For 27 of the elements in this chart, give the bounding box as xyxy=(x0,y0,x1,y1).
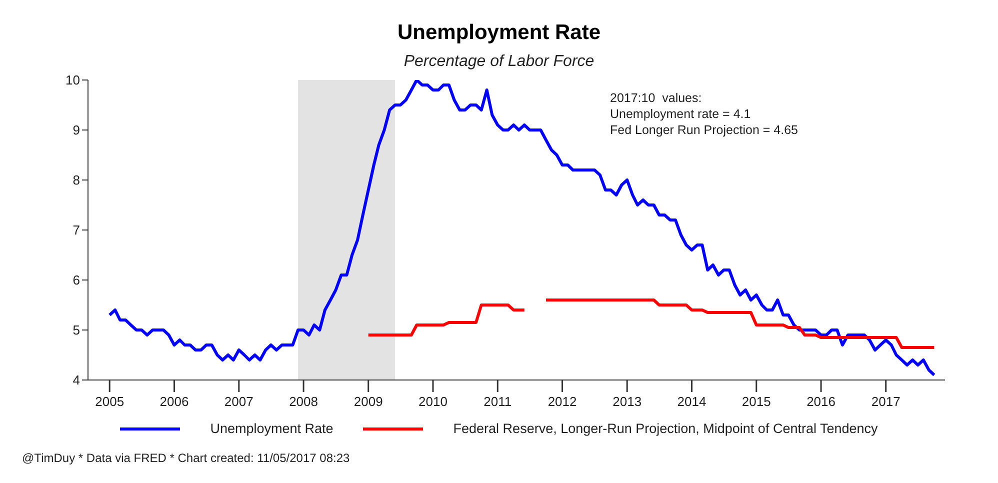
x-tick-label: 2011 xyxy=(484,394,512,409)
x-tick-label: 2010 xyxy=(418,394,448,409)
x-tick-label: 2016 xyxy=(806,394,836,409)
y-tick-label: 5 xyxy=(72,322,80,338)
y-tick-label: 4 xyxy=(72,372,80,388)
y-tick-label: 6 xyxy=(72,272,80,288)
legend-label: Unemployment Rate xyxy=(210,421,334,436)
text: @TimDuy * Data via FRED * Chart created: 11/05/2017 08:23 xyxy=(22,451,350,465)
x-tick-label: 2012 xyxy=(548,394,577,409)
y-tick-label: 7 xyxy=(72,222,80,238)
chart-subtitle: Percentage of Labor Force xyxy=(402,53,596,71)
y-tick-label: 10 xyxy=(66,72,80,88)
legend-label: Federal Reserve, Longer-Run Projection, Midpoint of Central Tendency xyxy=(453,421,878,436)
x-tick-label: 2015 xyxy=(742,394,771,409)
x-tick-label: 2007 xyxy=(224,394,254,409)
annotation: 2017:10 values: Unemployment rate = 4.1 Fed Longer Run Projection = 4.65 xyxy=(610,90,798,138)
x-tick-label: 2009 xyxy=(354,394,383,409)
x-tick-label: 2017 xyxy=(871,394,900,409)
line-series xyxy=(108,80,936,376)
y-tick-label: 9 xyxy=(72,122,80,138)
x-tick-label: 2008 xyxy=(289,394,318,409)
x-tick-label: 2014 xyxy=(677,394,706,409)
x-tick-label: 2006 xyxy=(160,394,189,409)
x-tick-label: 2013 xyxy=(612,394,642,409)
y-tick-label: 8 xyxy=(72,172,80,188)
x-tick-label: 2005 xyxy=(95,394,124,409)
chart-title: Unemployment Rate xyxy=(396,21,602,45)
